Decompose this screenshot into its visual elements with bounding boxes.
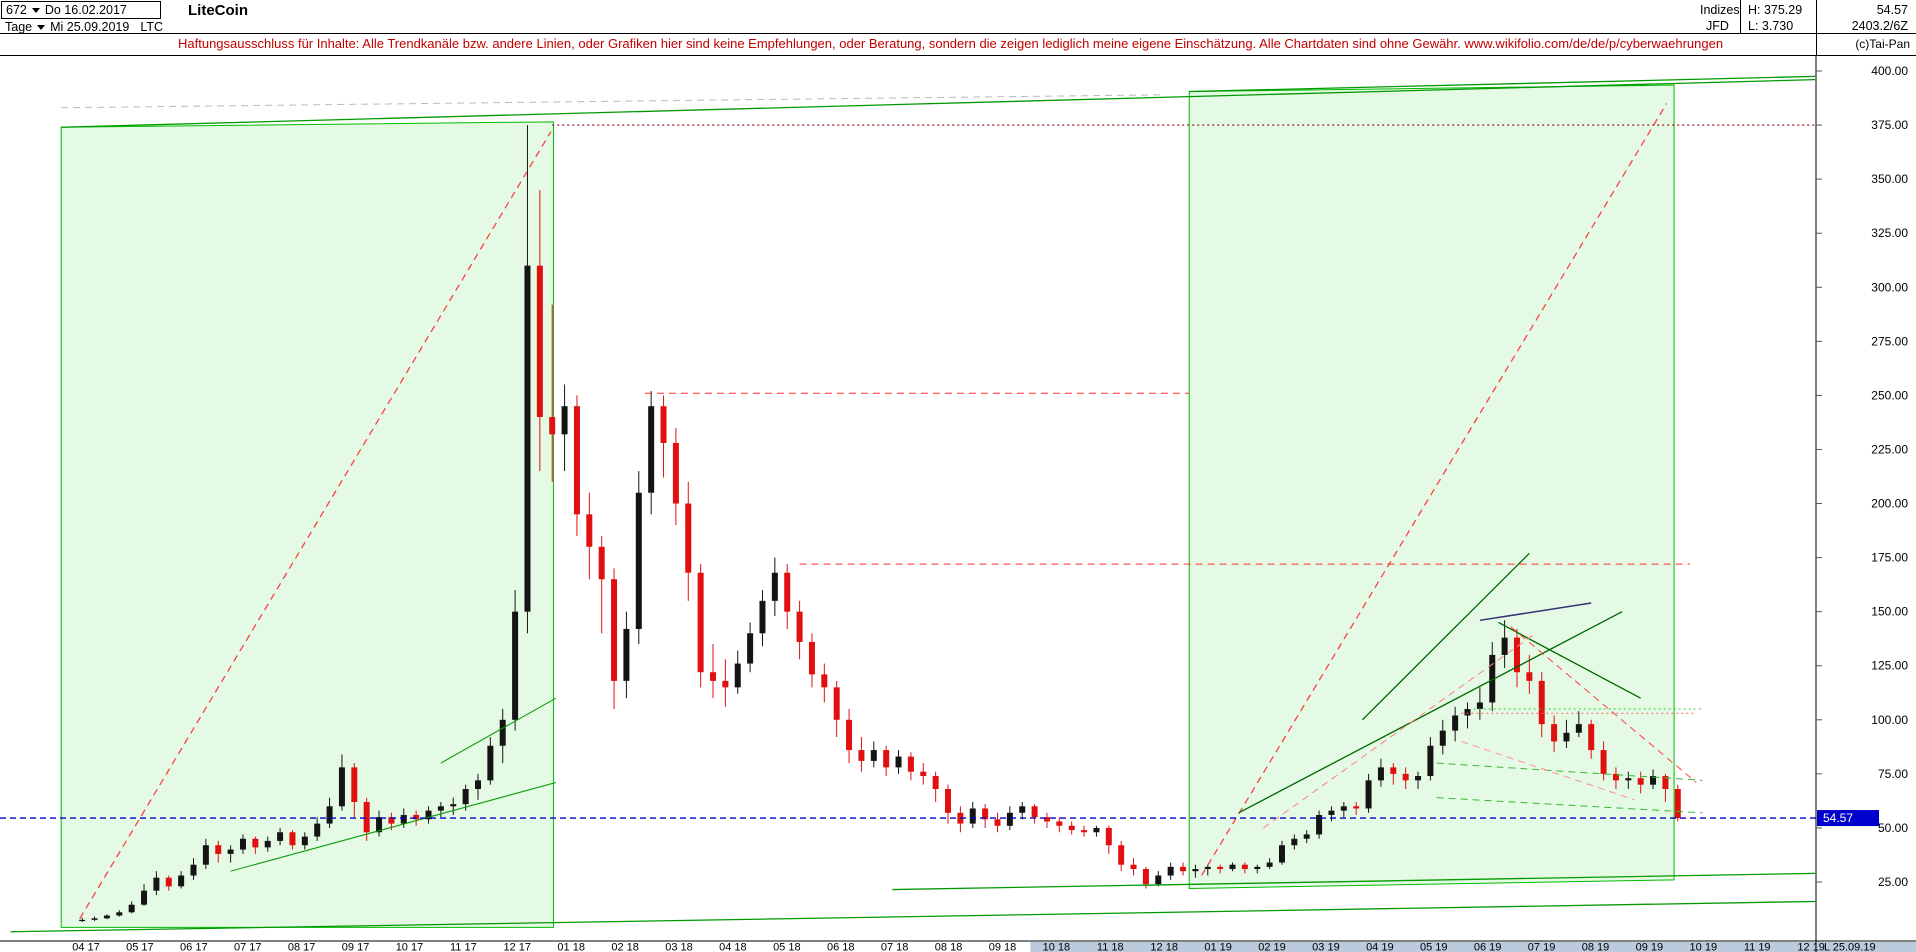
- svg-text:75.00: 75.00: [1878, 767, 1908, 781]
- axis-separator: [1816, 0, 1817, 56]
- svg-text:09 19: 09 19: [1636, 942, 1664, 952]
- start-date: Do 16.02.2017: [44, 3, 127, 17]
- svg-text:05 17: 05 17: [126, 942, 154, 952]
- svg-text:50.00: 50.00: [1878, 821, 1908, 835]
- svg-text:04 19: 04 19: [1366, 942, 1394, 952]
- svg-text:10 19: 10 19: [1690, 942, 1718, 952]
- period-high: H: 375.29: [1748, 3, 1803, 17]
- chevron-down-icon[interactable]: [31, 7, 40, 13]
- svg-text:08 19: 08 19: [1582, 942, 1610, 952]
- svg-text:06 19: 06 19: [1474, 942, 1502, 952]
- price-chart[interactable]: 400.00 375.00 350.00 325.00 300.00 275.00 250.…: [0, 56, 1916, 952]
- last-price-readout: 54.57: [1876, 3, 1908, 17]
- svg-text:100.00: 100.00: [1871, 713, 1908, 727]
- plot-area[interactable]: [0, 75, 1816, 933]
- svg-text:07 17: 07 17: [234, 942, 262, 952]
- copyright-label: (c)Tai-Pan: [1855, 37, 1910, 51]
- channels-layer: [60, 84, 1675, 928]
- svg-text:12 19: 12 19: [1797, 942, 1825, 952]
- trendlines-layer: [10, 75, 1816, 933]
- timeframe-label: Tage: [5, 20, 33, 34]
- price-axis[interactable]: 400.00 375.00 350.00 325.00 300.00 275.00 250.…: [1816, 64, 1908, 889]
- bars-count: 672: [6, 3, 27, 17]
- svg-text:300.00: 300.00: [1871, 280, 1908, 294]
- svg-text:07 18: 07 18: [881, 942, 909, 952]
- svg-text:06 17: 06 17: [180, 942, 208, 952]
- svg-text:54.57: 54.57: [1823, 811, 1853, 825]
- svg-text:125.00: 125.00: [1871, 659, 1908, 673]
- svg-text:05 18: 05 18: [773, 942, 801, 952]
- toolbar: 672 Do 16.02.2017 Tage Mi 25.09.2019 LTC…: [0, 0, 1916, 56]
- svg-text:10 17: 10 17: [396, 942, 424, 952]
- svg-text:350.00: 350.00: [1871, 172, 1908, 186]
- current-price-tag: 54.57: [1817, 810, 1879, 827]
- svg-text:325.00: 325.00: [1871, 226, 1908, 240]
- svg-text:250.00: 250.00: [1871, 388, 1908, 402]
- chart-id: 2403.2/6Z: [1851, 19, 1908, 33]
- period-low: L: 3.730: [1748, 19, 1794, 33]
- svg-text:400.00: 400.00: [1871, 64, 1908, 78]
- svg-text:11 18: 11 18: [1097, 942, 1124, 952]
- svg-text:225.00: 225.00: [1871, 442, 1908, 456]
- svg-text:03 19: 03 19: [1312, 942, 1340, 952]
- svg-text:08 17: 08 17: [288, 942, 316, 952]
- svg-text:150.00: 150.00: [1871, 605, 1908, 619]
- provider-label: JFD: [1706, 19, 1729, 33]
- svg-text:25.00: 25.00: [1878, 875, 1908, 889]
- disclaimer-text: Haftungsausschluss für Inhalte: Alle Tre…: [178, 36, 1724, 51]
- svg-text:275.00: 275.00: [1871, 334, 1908, 348]
- last-date-label: L 25.09.19: [1824, 942, 1876, 952]
- svg-text:375.00: 375.00: [1871, 118, 1908, 132]
- candles-layer: [79, 125, 1681, 923]
- svg-text:11 19: 11 19: [1744, 942, 1771, 952]
- header-separator: [1740, 0, 1741, 33]
- svg-text:01 19: 01 19: [1204, 942, 1232, 952]
- svg-text:02 18: 02 18: [611, 942, 639, 952]
- svg-text:07 19: 07 19: [1528, 942, 1556, 952]
- svg-text:09 18: 09 18: [989, 942, 1017, 952]
- svg-text:10 18: 10 18: [1043, 942, 1071, 952]
- end-date: Mi 25.09.2019: [50, 20, 130, 34]
- svg-text:06 18: 06 18: [827, 942, 855, 952]
- svg-text:11 17: 11 17: [450, 942, 477, 952]
- svg-text:08 18: 08 18: [935, 942, 963, 952]
- svg-text:03 18: 03 18: [665, 942, 693, 952]
- svg-text:09 17: 09 17: [342, 942, 370, 952]
- bars-count-dropdown[interactable]: 672 Do 16.02.2017: [1, 1, 161, 19]
- svg-text:01 18: 01 18: [557, 942, 585, 952]
- svg-text:05 19: 05 19: [1420, 942, 1448, 952]
- svg-text:200.00: 200.00: [1871, 497, 1908, 511]
- svg-text:175.00: 175.00: [1871, 551, 1908, 565]
- svg-text:04 17: 04 17: [72, 942, 100, 952]
- header-divider: [0, 33, 1916, 34]
- page-title: LiteCoin: [188, 2, 248, 19]
- svg-text:12 18: 12 18: [1150, 942, 1178, 952]
- svg-text:02 19: 02 19: [1258, 942, 1286, 952]
- chevron-down-icon[interactable]: [37, 24, 46, 30]
- time-axis[interactable]: 04 17 05 17 06 17 07 17 08 17 09 17 10 17 11 17…: [72, 942, 1875, 952]
- svg-text:12 17: 12 17: [504, 942, 532, 952]
- indices-button[interactable]: Indizes: [1700, 3, 1740, 17]
- svg-text:04 18: 04 18: [719, 942, 747, 952]
- time-axis-highlight: [1030, 942, 1916, 952]
- timeframe-dropdown[interactable]: Tage Mi 25.09.2019 LTC: [5, 20, 163, 34]
- symbol-label: LTC: [140, 20, 164, 34]
